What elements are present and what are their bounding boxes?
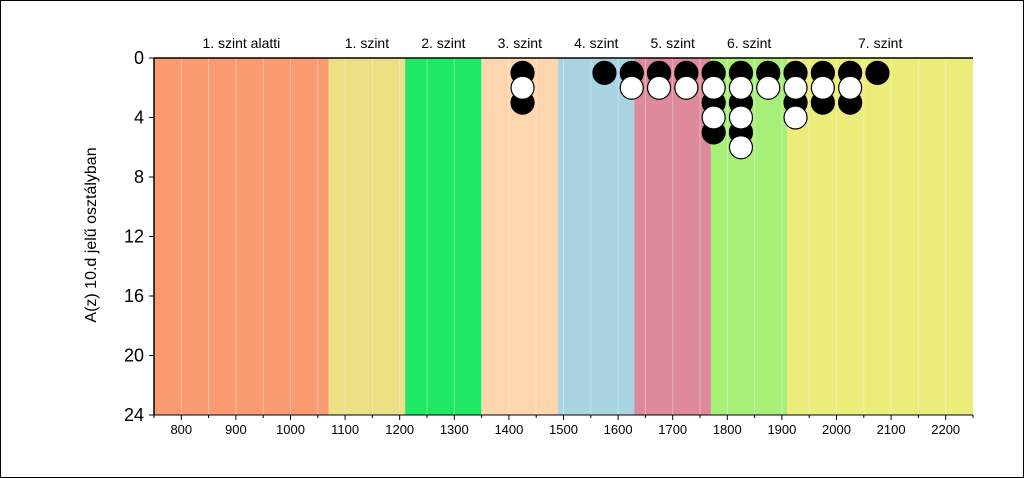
white-point <box>510 75 535 100</box>
white-point <box>756 75 781 100</box>
black-point <box>865 60 890 85</box>
white-point <box>701 105 726 130</box>
band-5 <box>558 58 635 415</box>
y-tick-label: 8 <box>134 167 144 187</box>
x-tick-label: 1400 <box>494 422 523 437</box>
x-tick-label: 1100 <box>331 422 359 437</box>
points-layer <box>510 60 890 160</box>
band-2 <box>328 58 406 415</box>
x-tick-label: 1900 <box>767 422 796 437</box>
y-tick-label: 12 <box>124 227 144 247</box>
x-tick-label: 900 <box>225 422 247 437</box>
x-tick-label: 1700 <box>658 422 687 437</box>
white-point <box>619 75 644 100</box>
band-4 <box>481 58 559 415</box>
band-3 <box>405 58 482 415</box>
white-point <box>783 105 808 130</box>
white-point <box>674 75 699 100</box>
band-layer: 1. szint alatti 1. szint 2. szint 3. szint 4… <box>154 35 973 415</box>
band-label-8: 7. szint <box>858 35 902 51</box>
x-tick-label: 800 <box>170 422 192 437</box>
white-point <box>783 75 808 100</box>
x-tick-label: 1000 <box>276 422 305 437</box>
band-label-5: 4. szint <box>574 35 618 51</box>
axis-layer: 800 900 1000 1100 1200 1300 1400 1500 1600 1700 18… <box>124 48 974 437</box>
black-point <box>592 60 617 85</box>
band-label-6: 5. szint <box>651 35 695 51</box>
band-label-4: 3. szint <box>498 35 542 51</box>
x-tick-label: 1600 <box>604 422 633 437</box>
y-tick-label: 20 <box>124 346 144 366</box>
band-6 <box>634 58 711 415</box>
white-point <box>810 75 835 100</box>
band-1 <box>154 58 329 415</box>
band-label-7: 6. szint <box>727 35 771 51</box>
white-point <box>728 105 754 130</box>
x-tick-label: 1200 <box>385 422 414 437</box>
band-8 <box>787 58 973 415</box>
white-point <box>701 75 726 100</box>
grid-layer <box>180 58 947 415</box>
x-tick-label: 2100 <box>877 422 906 437</box>
band-label-1: 1. szint alatti <box>202 35 280 51</box>
x-tick-label: 1500 <box>549 422 578 437</box>
y-tick-label: 4 <box>134 108 144 128</box>
x-tick-label: 2200 <box>931 422 960 437</box>
white-point <box>728 135 754 160</box>
x-tick-label: 1800 <box>713 422 742 437</box>
y-tick-label: 0 <box>134 48 144 68</box>
white-point <box>838 75 863 100</box>
x-tick-label: 2000 <box>822 422 851 437</box>
white-point <box>646 75 672 100</box>
band-label-3: 2. szint <box>421 35 465 51</box>
x-tick-label: 1300 <box>440 422 469 437</box>
y-tick-label: 24 <box>124 405 144 425</box>
y-tick-label: 16 <box>124 286 144 306</box>
y-axis-title: A(z) 10.d jelű osztályban <box>83 147 100 322</box>
white-point <box>728 75 754 100</box>
band-label-2: 1. szint <box>345 35 389 51</box>
